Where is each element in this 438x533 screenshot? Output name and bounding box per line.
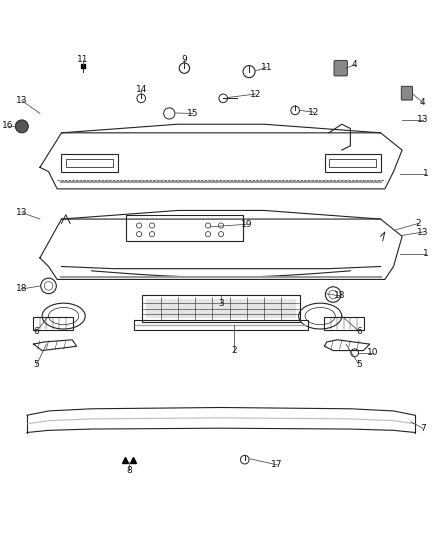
- Text: 7: 7: [420, 424, 426, 433]
- Text: 6: 6: [356, 327, 362, 336]
- Text: 18: 18: [16, 285, 28, 294]
- Text: 13: 13: [417, 116, 428, 124]
- Text: 2: 2: [416, 219, 421, 228]
- Text: 3: 3: [218, 298, 224, 308]
- Text: 4: 4: [420, 98, 426, 107]
- Text: 15: 15: [187, 109, 199, 118]
- Text: 5: 5: [34, 360, 39, 369]
- Text: 6: 6: [34, 327, 39, 336]
- Text: 8: 8: [126, 466, 132, 475]
- Text: 19: 19: [241, 220, 253, 229]
- Text: 16: 16: [2, 122, 13, 131]
- Text: 12: 12: [250, 90, 261, 99]
- Text: 5: 5: [356, 360, 362, 369]
- Circle shape: [15, 120, 28, 133]
- Text: 13: 13: [16, 208, 28, 217]
- Text: 13: 13: [417, 228, 428, 237]
- Text: 10: 10: [367, 348, 378, 357]
- Text: 13: 13: [16, 96, 28, 105]
- Text: 1: 1: [423, 249, 429, 258]
- Text: 4: 4: [352, 60, 357, 69]
- Text: 2: 2: [231, 346, 237, 355]
- Text: 1: 1: [423, 169, 429, 179]
- Text: 11: 11: [77, 55, 89, 64]
- Text: 17: 17: [271, 461, 283, 470]
- FancyBboxPatch shape: [401, 86, 413, 100]
- Text: 9: 9: [181, 55, 187, 64]
- Text: 14: 14: [136, 85, 147, 94]
- FancyBboxPatch shape: [334, 60, 347, 76]
- FancyBboxPatch shape: [145, 299, 297, 318]
- Text: 11: 11: [261, 63, 272, 72]
- Text: 18: 18: [334, 292, 345, 300]
- Text: 12: 12: [308, 108, 319, 117]
